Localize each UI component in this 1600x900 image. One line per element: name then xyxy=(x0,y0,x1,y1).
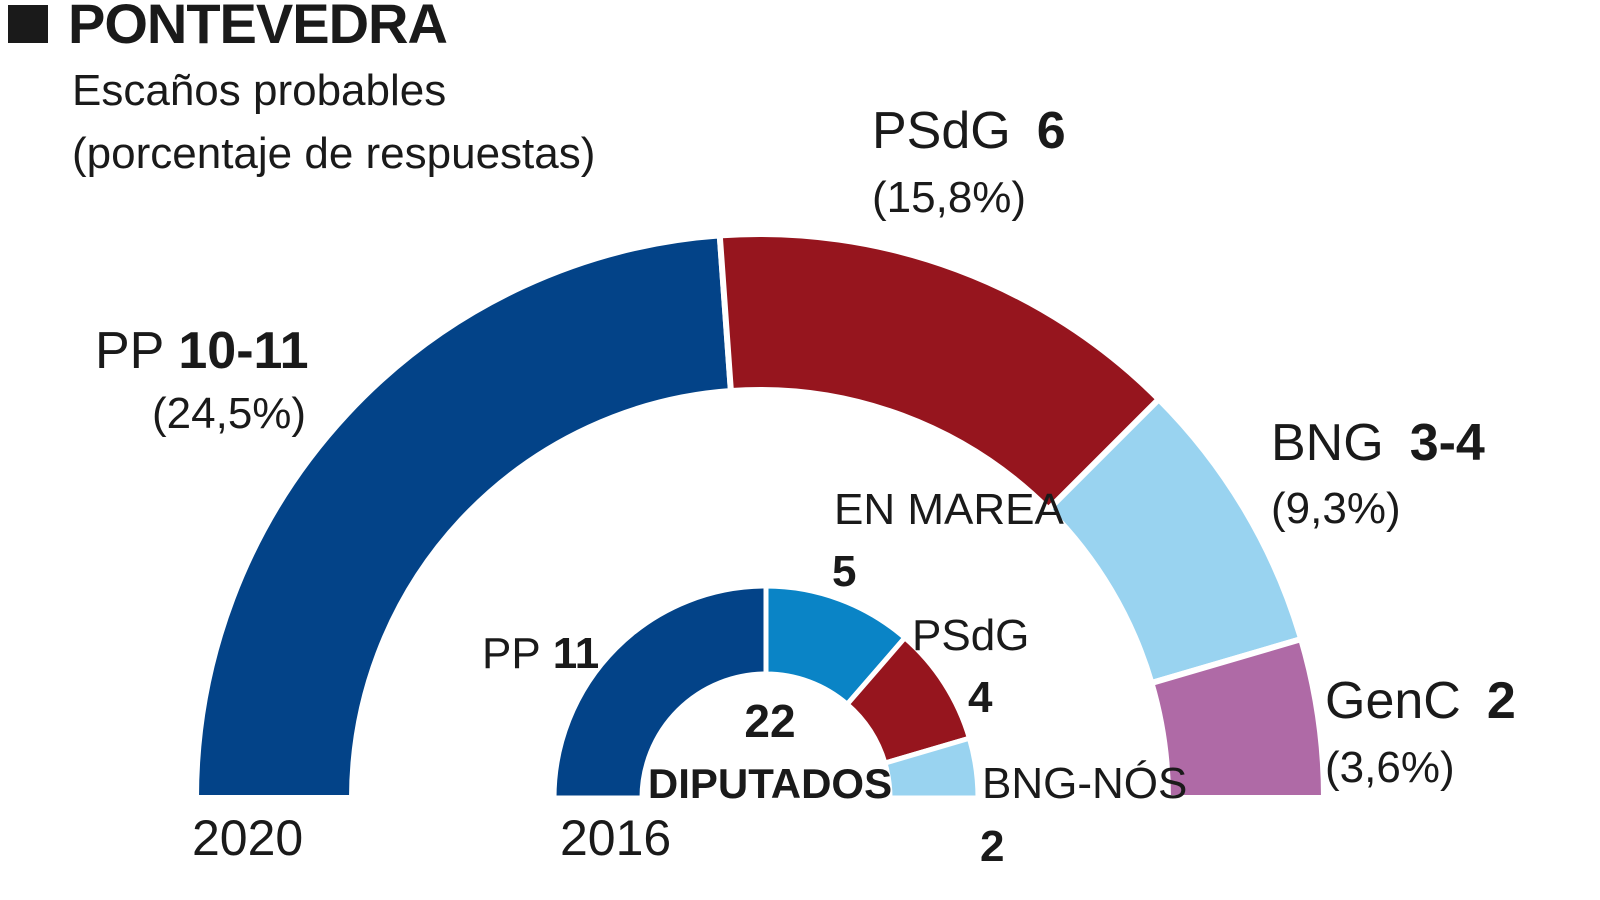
total-seats-label: DIPUTADOS xyxy=(648,760,892,807)
chart-title: PONTEVEDRA xyxy=(68,0,447,55)
outer-donut-2020 xyxy=(192,231,1328,801)
label-bngnos-2016: BNG-NÓS xyxy=(982,759,1187,808)
percent-psdg-2020: (15,8%) xyxy=(872,173,1026,222)
label-bng-2020: BNG 3-4 xyxy=(1271,414,1485,472)
arc-2016-pp xyxy=(551,583,769,801)
percent-genc-2020: (3,6%) xyxy=(1325,743,1455,792)
inner-donut-2016 xyxy=(551,583,981,801)
arc-2020-pp xyxy=(192,232,735,801)
arc-2020-genc xyxy=(1147,635,1328,801)
label-psdg-2016: PSdG xyxy=(912,611,1029,660)
year-label-2016: 2016 xyxy=(560,810,671,866)
seats-enmarea-2016: 5 xyxy=(832,547,856,596)
percent-pp-2020: (24,5%) xyxy=(152,389,306,438)
label-pp-2020: PP 10-11 xyxy=(95,322,309,380)
total-seats: 22 xyxy=(744,695,795,747)
label-genc-2020: GenC 2 xyxy=(1325,672,1516,730)
chart-subtitle-line1: Escaños probables xyxy=(72,66,446,115)
title-square-icon xyxy=(8,5,48,43)
label-enmarea-2016: EN MAREA xyxy=(834,485,1064,534)
seats-bngnos-2016: 2 xyxy=(980,822,1004,871)
year-label-2020: 2020 xyxy=(192,810,303,866)
percent-bng-2020: (9,3%) xyxy=(1271,484,1401,533)
label-psdg-2020: PSdG 6 xyxy=(872,102,1066,160)
arc-2016-bng-n-s xyxy=(881,735,981,801)
label-pp-2016: PP 11 xyxy=(482,629,599,678)
seats-psdg-2016: 4 xyxy=(968,673,993,722)
chart-subtitle-line2: (porcentaje de respuestas) xyxy=(72,129,595,178)
